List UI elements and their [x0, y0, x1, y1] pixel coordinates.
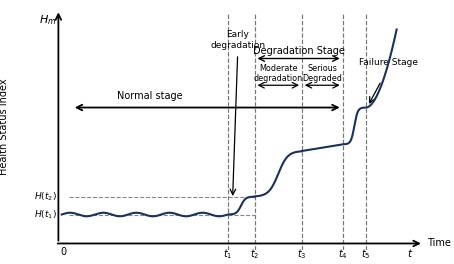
- Text: Early
degradation: Early degradation: [210, 30, 265, 50]
- Text: $H(t_1)$: $H(t_1)$: [34, 208, 57, 221]
- Text: $t_5$: $t_5$: [361, 247, 371, 261]
- Text: 0: 0: [60, 247, 67, 257]
- Text: $t$: $t$: [407, 247, 413, 259]
- Text: Normal stage: Normal stage: [117, 91, 183, 101]
- Text: Health Status Index: Health Status Index: [0, 78, 9, 175]
- Text: $t_4$: $t_4$: [338, 247, 347, 261]
- Text: Time: Time: [427, 238, 451, 248]
- Text: $t_2$: $t_2$: [250, 247, 259, 261]
- Text: Failure Stage: Failure Stage: [359, 58, 418, 68]
- Text: Degradation Stage: Degradation Stage: [252, 46, 345, 56]
- Text: $t_1$: $t_1$: [223, 247, 232, 261]
- Text: $H_m$: $H_m$: [39, 13, 57, 27]
- Text: $t_3$: $t_3$: [297, 247, 307, 261]
- Text: Moderate
degradation: Moderate degradation: [254, 64, 303, 83]
- Text: $H(t_2)$: $H(t_2)$: [34, 190, 57, 203]
- Text: Serious
Degraded: Serious Degraded: [302, 64, 342, 83]
